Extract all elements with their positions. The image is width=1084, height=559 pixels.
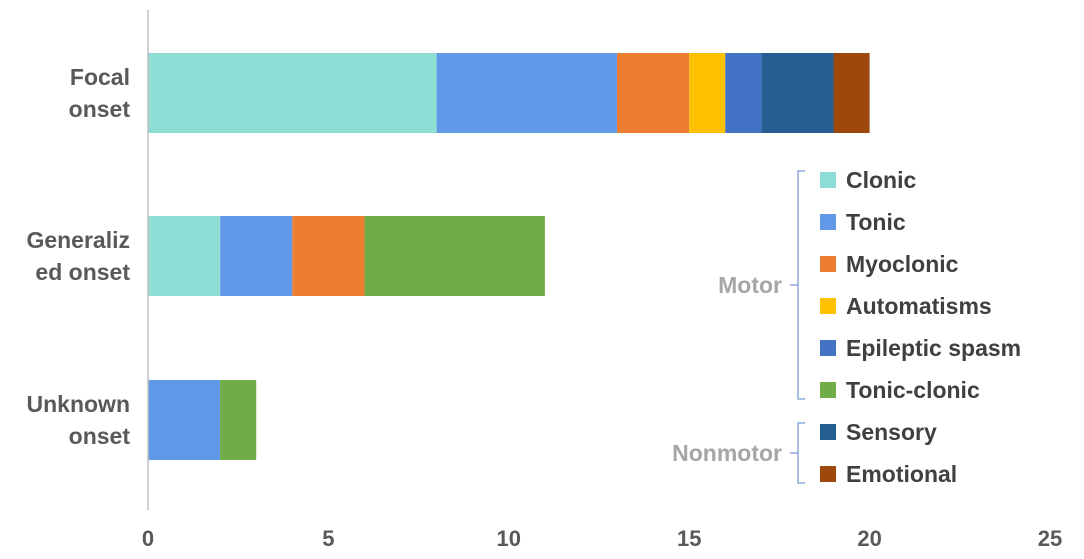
bar-segment-focal-onset-myoclonic xyxy=(617,53,690,133)
bars-layer xyxy=(148,53,870,460)
legend-swatch-myoclonic xyxy=(820,256,836,272)
legend-label-epileptic-spasm: Epileptic spasm xyxy=(846,335,1021,361)
legend-swatch-clonic xyxy=(820,172,836,188)
x-tick-label: 5 xyxy=(322,526,334,551)
category-label-line: Generaliz xyxy=(26,227,130,253)
legend-label-automatisms: Automatisms xyxy=(846,293,992,319)
x-tick-label: 20 xyxy=(857,526,881,551)
category-labels: Focal onset Generaliz ed onset Unknown onset xyxy=(26,64,130,449)
legend-label-clonic: Clonic xyxy=(846,167,916,193)
x-tick-label: 15 xyxy=(677,526,701,551)
legend-label-myoclonic: Myoclonic xyxy=(846,251,959,277)
legend-group-label-motor: Motor xyxy=(718,272,782,298)
bar-segment-focal-onset-sensory xyxy=(761,53,834,133)
bar-segment-unknown-onset-tonic-clonic xyxy=(220,380,257,460)
bar-segment-focal-onset-epileptic-spasm xyxy=(725,53,762,133)
bar-segment-generaliz-ed-onset-clonic xyxy=(148,216,221,296)
legend-swatch-tonic xyxy=(820,214,836,230)
category-label-line: onset xyxy=(69,423,131,449)
legend-label-sensory: Sensory xyxy=(846,419,937,445)
category-label-line: Focal xyxy=(70,64,130,90)
legend: Clonic Tonic Myoclonic Automatisms Epileptic… xyxy=(672,167,1021,487)
category-label-line: Unknown xyxy=(27,391,131,417)
bar-segment-generaliz-ed-onset-tonic-clonic xyxy=(364,216,545,296)
bar-segment-focal-onset-emotional xyxy=(833,53,870,133)
x-tick-label: 25 xyxy=(1038,526,1062,551)
legend-label-tonic-clonic: Tonic-clonic xyxy=(846,377,980,403)
bar-segment-focal-onset-tonic xyxy=(436,53,618,133)
legend-swatch-sensory xyxy=(820,424,836,440)
bar-segment-unknown-onset-tonic xyxy=(148,380,221,460)
x-axis-tick-labels: 0 5 10 15 20 25 xyxy=(142,526,1062,551)
category-label-line: ed onset xyxy=(35,259,130,285)
legend-group-label-nonmotor: Nonmotor xyxy=(672,440,782,466)
category-label-line: onset xyxy=(69,96,131,122)
bar-segment-generaliz-ed-onset-myoclonic xyxy=(292,216,365,296)
x-tick-label: 0 xyxy=(142,526,154,551)
legend-label-tonic: Tonic xyxy=(846,209,906,235)
legend-swatch-emotional xyxy=(820,466,836,482)
x-tick-label: 10 xyxy=(497,526,521,551)
bar-segment-generaliz-ed-onset-tonic xyxy=(220,216,293,296)
bar-segment-focal-onset-clonic xyxy=(148,53,437,133)
legend-swatch-tonic-clonic xyxy=(820,382,836,398)
legend-group-bracket-nonmotor xyxy=(790,422,805,484)
legend-swatch-epileptic-spasm xyxy=(820,340,836,356)
legend-swatch-automatisms xyxy=(820,298,836,314)
bar-segment-focal-onset-automatisms xyxy=(689,53,726,133)
legend-group-bracket-motor xyxy=(790,170,805,400)
legend-label-emotional: Emotional xyxy=(846,461,957,487)
